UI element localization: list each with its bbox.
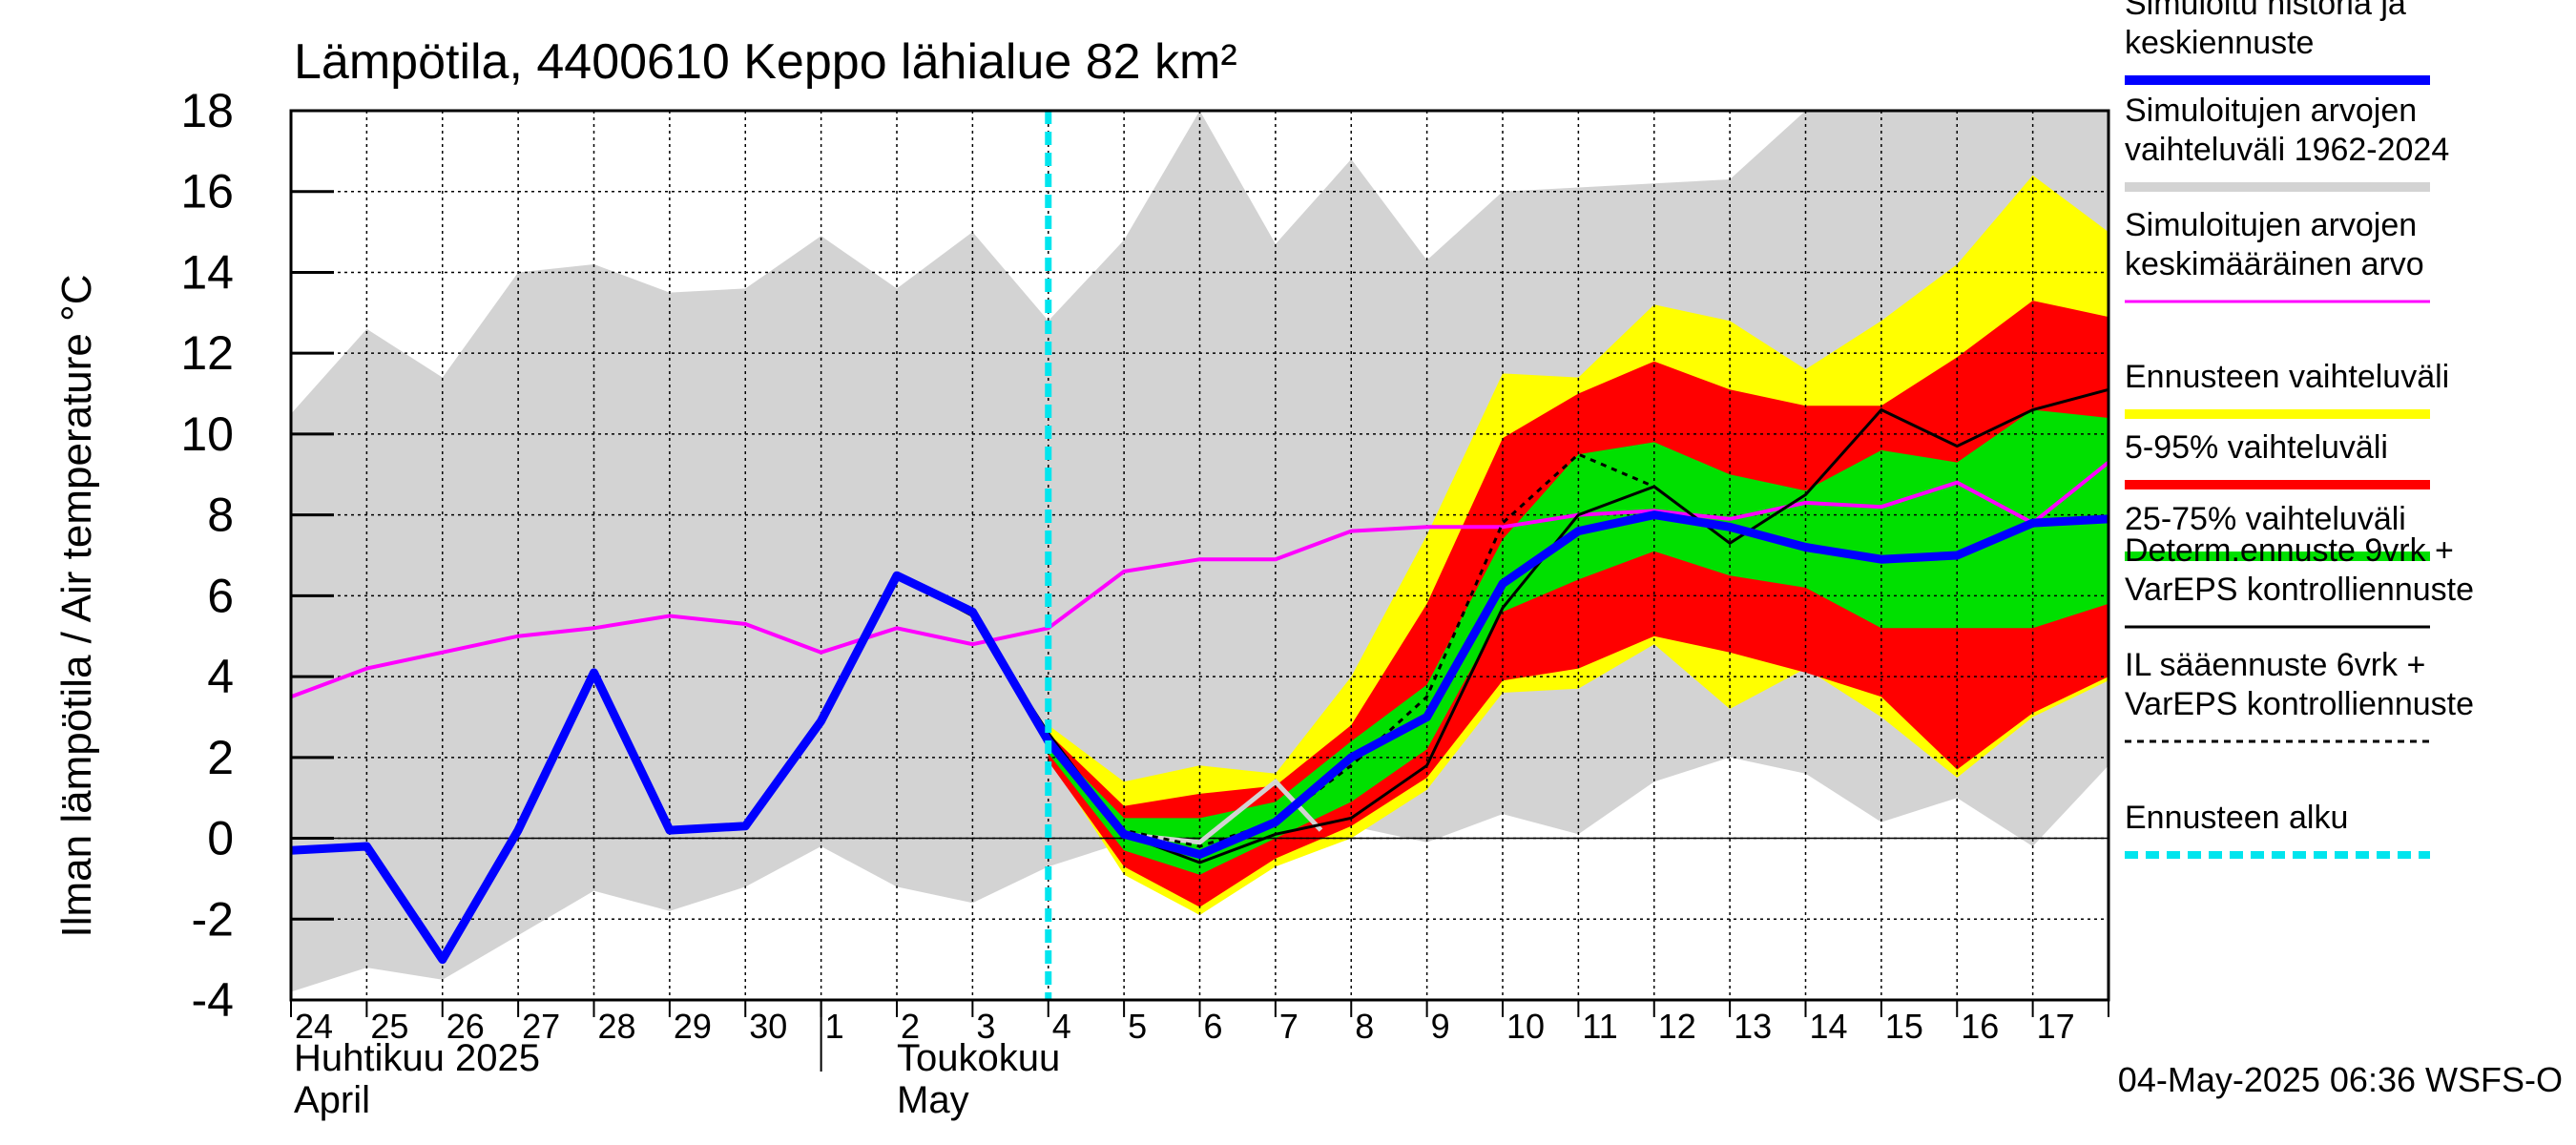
x-tick-label: 2 [901, 1007, 920, 1046]
x-tick-label: 5 [1128, 1007, 1147, 1046]
x-tick-label: 7 [1279, 1007, 1298, 1046]
legend-text-determ: Determ.ennuste 9vrk + [2125, 532, 2454, 569]
y-tick-label: 6 [207, 569, 234, 622]
month-label-april-en: April [294, 1079, 370, 1121]
x-tick-label: 8 [1355, 1007, 1374, 1046]
x-tick-label: 10 [1506, 1007, 1545, 1046]
x-tick-label: 1 [825, 1007, 844, 1046]
y-tick-label: 16 [180, 165, 234, 219]
legend-text-il: IL sääennuste 6vrk + [2125, 647, 2425, 683]
legend-text-mean: Simuloitujen arvojen [2125, 207, 2417, 243]
x-tick-label: 25 [370, 1007, 408, 1046]
y-tick-label: 0 [207, 812, 234, 865]
x-tick-label: 24 [295, 1007, 333, 1046]
legend: Simuloitu historia ja keskiennuste Simuloi… [2125, 0, 2474, 859]
legend-text-range: vaihteluväli 1962-2024 [2125, 132, 2449, 168]
legend-text-mean: keskimääräinen arvo [2125, 246, 2424, 282]
x-tick-label: 6 [1204, 1007, 1223, 1046]
x-tick-label: 4 [1052, 1007, 1071, 1046]
legend-text-p2575: 25-75% vaihteluväli [2125, 501, 2406, 537]
legend-text-sim: keskiennuste [2125, 25, 2314, 61]
x-tick-label: 30 [749, 1007, 787, 1046]
y-tick-label: 18 [180, 84, 234, 137]
x-tick-label: 27 [522, 1007, 560, 1046]
legend-text-range: Simuloitujen arvojen [2125, 93, 2417, 129]
il-forecast-line [1047, 452, 1655, 848]
y-axis-label: Ilman lämpötila / Air temperature °C [53, 275, 100, 938]
x-tick-label: 26 [447, 1007, 485, 1046]
y-tick-label: 12 [180, 326, 234, 380]
x-tick-label: 9 [1431, 1007, 1450, 1046]
legend-text-ens: Ennusteen vaihteluväli [2125, 359, 2449, 395]
legend-text-sim: Simuloitu historia ja [2125, 0, 2406, 22]
y-tick-label: 10 [180, 407, 234, 461]
y-tick-label: 4 [207, 650, 234, 703]
y-tick-label: 14 [180, 245, 234, 299]
x-tick-label: 12 [1658, 1007, 1696, 1046]
month-label-may-en: May [897, 1079, 969, 1121]
y-tick-label: -4 [192, 973, 234, 1027]
legend-text-p595: 5-95% vaihteluväli [2125, 429, 2388, 466]
x-tick-label: 13 [1734, 1007, 1772, 1046]
x-tick-label: 14 [1810, 1007, 1848, 1046]
month-label-april-fi: Huhtikuu 2025 [294, 1037, 540, 1079]
x-tick-label: 11 [1582, 1007, 1617, 1046]
simulated-line [291, 510, 2109, 965]
x-tick-label: 29 [674, 1007, 712, 1046]
legend-text-determ: VarEPS kontrolliennuste [2125, 572, 2474, 608]
x-tick-label: 28 [598, 1007, 636, 1046]
x-tick-label: 17 [2037, 1007, 2075, 1046]
plot-lines [291, 111, 2109, 1000]
x-tick-label: 3 [976, 1007, 995, 1046]
y-tick-label: -2 [192, 892, 234, 946]
chart-title: Lämpötila, 4400610 Keppo lähialue 82 km² [294, 34, 1237, 90]
legend-text-start: Ennusteen alku [2125, 800, 2348, 836]
x-tick-label: 16 [1961, 1007, 1999, 1046]
month-label-may-fi: Toukokuu [897, 1037, 1060, 1079]
y-tick-label: 8 [207, 489, 234, 542]
mean-line [291, 461, 2109, 699]
grid-lines [291, 111, 2109, 1000]
p25-75-band [1048, 409, 2109, 875]
y-tick-label: 2 [207, 731, 234, 784]
x-tick-label: 15 [1885, 1007, 1923, 1046]
legend-text-il: VarEPS kontrolliennuste [2125, 686, 2474, 722]
timestamp: 04-May-2025 06:36 WSFS-O [2118, 1060, 2563, 1099]
